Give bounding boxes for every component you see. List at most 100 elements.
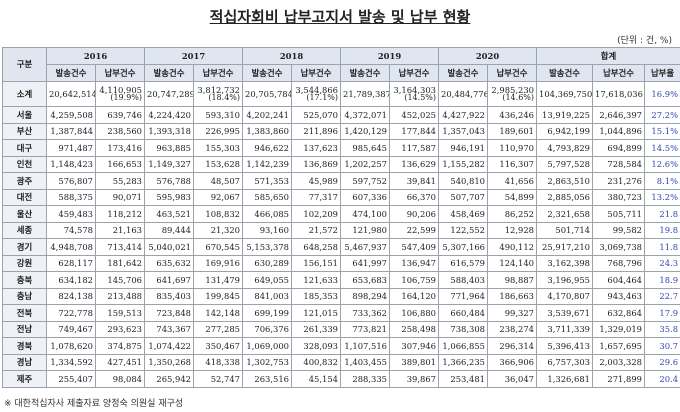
table-cell: 641,697	[144, 271, 194, 289]
table-cell: 106,880	[389, 304, 439, 322]
table-cell: 4,427,922	[438, 106, 488, 124]
table-cell: 728,584	[592, 155, 645, 173]
table-cell: 3,069,738	[592, 238, 645, 256]
header-cell: 2018	[242, 47, 341, 65]
table-row: 광주 576,807 55,283 576,788 48,507 571,353 45,98…	[2, 172, 680, 190]
cell-rate: (18.4%)	[208, 93, 240, 103]
data-table: 구분 2016 2017 2018 2019 2020 합계 발송건수 납부건수 발송건수 납부건수…	[2, 47, 680, 388]
rate-cell: 8.1%	[643, 172, 680, 190]
table-cell: 507,707	[438, 188, 488, 206]
table-cell: 4,259,508	[46, 106, 96, 124]
table-cell: 1,403,455	[340, 353, 390, 371]
table-cell: 588,403	[438, 271, 488, 289]
table-cell: 660,484	[438, 304, 488, 322]
header-cell: 발송건수	[46, 64, 96, 82]
rate-cell: 12.6%	[643, 155, 680, 173]
table-row: 대전 588,375 90,071 595,983 92,067 585,650 77,31…	[2, 188, 680, 206]
table-cell: 4,793,829	[536, 139, 593, 157]
table-cell: 649,055	[242, 271, 292, 289]
table-row: 서울 4,259,508 639,746 4,224,420 593,310 4,202,…	[2, 106, 680, 124]
table-cell: 124,140	[487, 254, 537, 272]
table-cell: 436,246	[487, 106, 537, 124]
cell-value: 3,164,303	[393, 84, 436, 95]
header-cell: 납부건수	[193, 64, 243, 82]
table-cell: 576,788	[144, 172, 194, 190]
table-row: 대구 971,487 173,416 963,885 155,303 946,622 137…	[2, 139, 680, 157]
table-cell: 4,224,420	[144, 106, 194, 124]
table-cell: 328,093	[291, 337, 341, 355]
header-cell: 발송건수	[536, 64, 593, 82]
table-cell: 1,044,896	[592, 122, 645, 140]
table-cell: 1,383,860	[242, 122, 292, 140]
table-cell: 1,302,753	[242, 353, 292, 371]
table-cell: 628,117	[46, 254, 96, 272]
table-cell: 749,467	[46, 320, 96, 338]
table-cell: 102,209	[291, 205, 341, 223]
table-cell: 164,120	[389, 287, 439, 305]
table-cell: 971,487	[46, 139, 96, 157]
rate-cell: 16.9%	[643, 81, 680, 107]
table-cell: 104,369,750	[536, 81, 593, 107]
row-label: 소계	[2, 81, 47, 107]
table-row: 전북 722,778 159,513 723,848 142,148 699,199 121…	[2, 304, 680, 322]
table-row: 강원 628,117 181,642 635,632 169,916 630,289 156…	[2, 254, 680, 272]
table-cell: 121,980	[340, 221, 390, 239]
table-cell: 1,387,844	[46, 122, 96, 140]
table-cell: 98,887	[487, 271, 537, 289]
table-cell: 226,995	[193, 122, 243, 140]
table-cell: 1,155,282	[438, 155, 488, 173]
table-cell: 4,110,905 (19.9%)	[95, 81, 145, 107]
table-cell: 2,863,510	[536, 172, 593, 190]
rate-cell: 21.8	[643, 205, 680, 223]
table-cell: 277,285	[193, 320, 243, 338]
title: 적십자회비 납부고지서 발송 및 납부 현황	[209, 8, 471, 26]
table-cell: 3,544,866 (17.1%)	[291, 81, 341, 107]
cell-value: 4,110,905	[99, 84, 142, 95]
table-cell: 231,276	[592, 172, 645, 190]
table-cell: 307,946	[389, 337, 439, 355]
table-cell: 505,711	[592, 205, 645, 223]
table-cell: 39,841	[389, 172, 439, 190]
table-cell: 366,906	[487, 353, 537, 371]
table-cell: 145,706	[95, 271, 145, 289]
table-cell: 694,899	[592, 139, 645, 157]
table-cell: 463,521	[144, 205, 194, 223]
table-cell: 350,467	[193, 337, 243, 355]
table-cell: 474,100	[340, 205, 390, 223]
table-cell: 1,350,268	[144, 353, 194, 371]
row-label: 경남	[2, 353, 47, 371]
cell-value: 3,544,866	[295, 84, 338, 95]
rate-cell: 22.7	[643, 287, 680, 305]
table-cell: 261,339	[291, 320, 341, 338]
header-cell: 2019	[340, 47, 439, 65]
table-cell: 117,587	[389, 139, 439, 157]
table-cell: 670,545	[193, 238, 243, 256]
rate-cell: 20.4	[643, 370, 680, 388]
rate-cell: 15.1%	[643, 122, 680, 140]
table-row: 경남 1,334,592 427,451 1,350,268 418,338 1,302,…	[2, 353, 680, 371]
table-cell: 946,622	[242, 139, 292, 157]
table-cell: 296,314	[487, 337, 537, 355]
table-cell: 985,645	[340, 139, 390, 157]
table-cell: 20,484,776	[438, 81, 488, 107]
rate-cell: 27.2%	[643, 106, 680, 124]
table-cell: 1,329,019	[592, 320, 645, 338]
table-row: 세종 74,578 21,163 89,444 21,320 93,160 21,572 12…	[2, 221, 680, 239]
table-cell: 400,832	[291, 353, 341, 371]
table-cell: 593,310	[193, 106, 243, 124]
table-cell: 90,206	[389, 205, 439, 223]
cell-rate: (14.5%)	[404, 93, 436, 103]
table-cell: 3,711,339	[536, 320, 593, 338]
table-cell: 418,338	[193, 353, 243, 371]
table-cell: 74,578	[46, 221, 96, 239]
table-cell: 3,164,303 (14.5%)	[389, 81, 439, 107]
cell-value: 2,985,230	[491, 84, 534, 95]
rate-cell: 17.9	[643, 304, 680, 322]
table-cell: 540,810	[438, 172, 488, 190]
table-cell: 768,796	[592, 254, 645, 272]
table-cell: 98,084	[95, 370, 145, 388]
table-cell: 835,403	[144, 287, 194, 305]
table-cell: 3,812,732 (18.4%)	[193, 81, 243, 107]
table-cell: 723,848	[144, 304, 194, 322]
